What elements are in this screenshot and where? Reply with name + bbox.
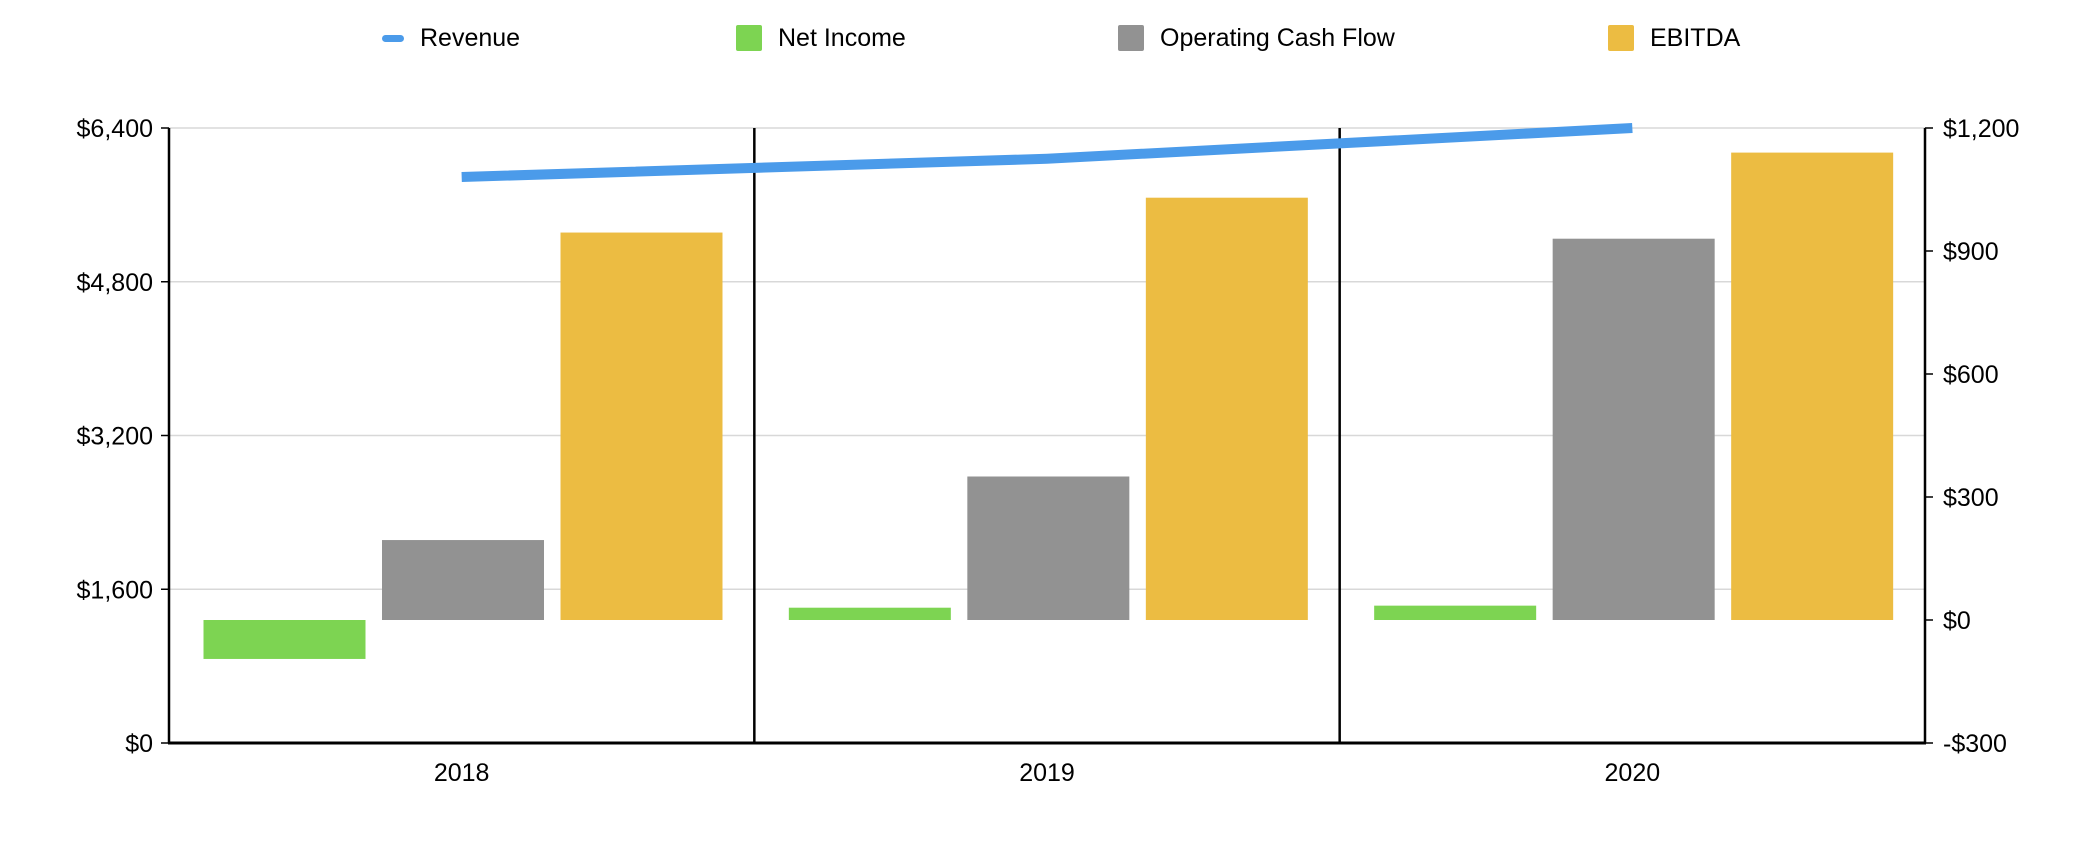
right-axis-tick-label: $1,200 [1943,115,2019,143]
x-axis-category-label: 2018 [434,759,490,787]
bar-ebitda-2018[interactable] [560,232,723,621]
revenue-line[interactable] [461,123,1633,183]
legend-label: Net Income [778,24,906,52]
left-axis-tick-label: $0 [125,730,153,758]
legend-label: EBITDA [1650,24,1741,52]
revenue-line-swatch-icon [382,34,404,42]
x-axis-category-label: 2019 [1019,759,1075,787]
ebitda-swatch-icon [1608,25,1634,51]
legend-item-revenue[interactable]: Revenue [382,24,520,52]
bar-ebitda-2020[interactable] [1731,152,1894,620]
bar-net-income-2018[interactable] [203,620,366,659]
x-axis-category-label: 2020 [1605,759,1661,787]
right-axis-tick-label: $600 [1943,361,1999,389]
legend-item-ebitda[interactable]: EBITDA [1608,24,1740,52]
legend-item-operating-cash-flow[interactable]: Operating Cash Flow [1118,24,1395,52]
net-income-swatch-icon [736,25,762,51]
right-axis-tick-label: $300 [1943,484,1999,512]
bar-operating-cash-flow-2018[interactable] [382,540,544,620]
right-axis-tick-label: $0 [1943,607,1971,635]
bar-net-income-2019[interactable] [788,607,951,620]
bar-net-income-2020[interactable] [1374,605,1537,620]
legend-label: Operating Cash Flow [1160,24,1395,52]
chart-legend: Revenue Net Income Operating Cash Flow E… [0,0,2096,76]
left-axis-tick-label: $6,400 [77,115,153,143]
bar-operating-cash-flow-2019[interactable] [967,476,1130,621]
legend-label: Revenue [420,24,521,52]
bar-ebitda-2019[interactable] [1145,197,1308,620]
operating-cash-flow-swatch-icon [1118,25,1144,51]
right-axis-tick-label: $900 [1943,238,1999,266]
right-axis-tick-label: -$300 [1943,730,2007,758]
legend-item-net-income[interactable]: Net Income [736,24,906,52]
left-axis-tick-label: $3,200 [77,423,153,451]
left-axis-tick-label: $1,600 [77,576,153,604]
bar-operating-cash-flow-2020[interactable] [1552,238,1715,620]
left-axis-tick-label: $4,800 [77,269,153,297]
